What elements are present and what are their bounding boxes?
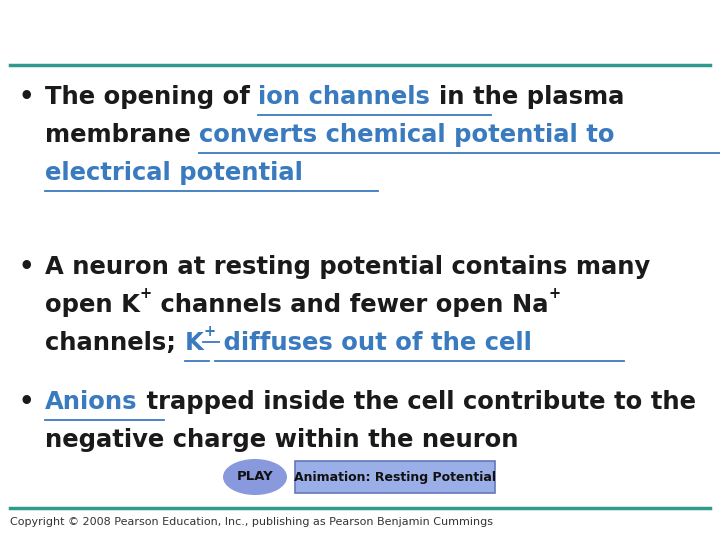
Text: channels and fewer open Na: channels and fewer open Na <box>152 293 549 317</box>
Text: •: • <box>18 255 34 279</box>
Text: diffuses out of the cell: diffuses out of the cell <box>215 331 532 355</box>
Text: trapped inside the cell contribute to the: trapped inside the cell contribute to th… <box>138 390 696 414</box>
Text: PLAY: PLAY <box>237 470 274 483</box>
Text: +: + <box>203 324 215 339</box>
Text: +: + <box>140 286 152 301</box>
Text: The opening of: The opening of <box>45 85 258 109</box>
FancyBboxPatch shape <box>295 461 495 493</box>
Text: +: + <box>549 286 561 301</box>
Text: Anions: Anions <box>45 390 138 414</box>
Text: Copyright © 2008 Pearson Education, Inc., publishing as Pearson Benjamin Cumming: Copyright © 2008 Pearson Education, Inc.… <box>10 517 493 527</box>
Text: in the plasma: in the plasma <box>438 85 624 109</box>
Text: ion channels: ion channels <box>258 85 438 109</box>
Text: converts chemical potential to: converts chemical potential to <box>199 123 615 147</box>
Text: channels;: channels; <box>45 331 184 355</box>
Text: open K: open K <box>45 293 140 317</box>
Text: K: K <box>184 331 203 355</box>
Text: negative charge within the neuron: negative charge within the neuron <box>45 428 518 452</box>
Text: •: • <box>18 390 34 414</box>
Text: Animation: Resting Potential: Animation: Resting Potential <box>294 470 496 483</box>
Text: A neuron at resting potential contains many: A neuron at resting potential contains m… <box>45 255 650 279</box>
Text: electrical potential: electrical potential <box>45 161 303 185</box>
Ellipse shape <box>223 459 287 495</box>
Text: membrane: membrane <box>45 123 199 147</box>
Text: •: • <box>18 85 34 109</box>
